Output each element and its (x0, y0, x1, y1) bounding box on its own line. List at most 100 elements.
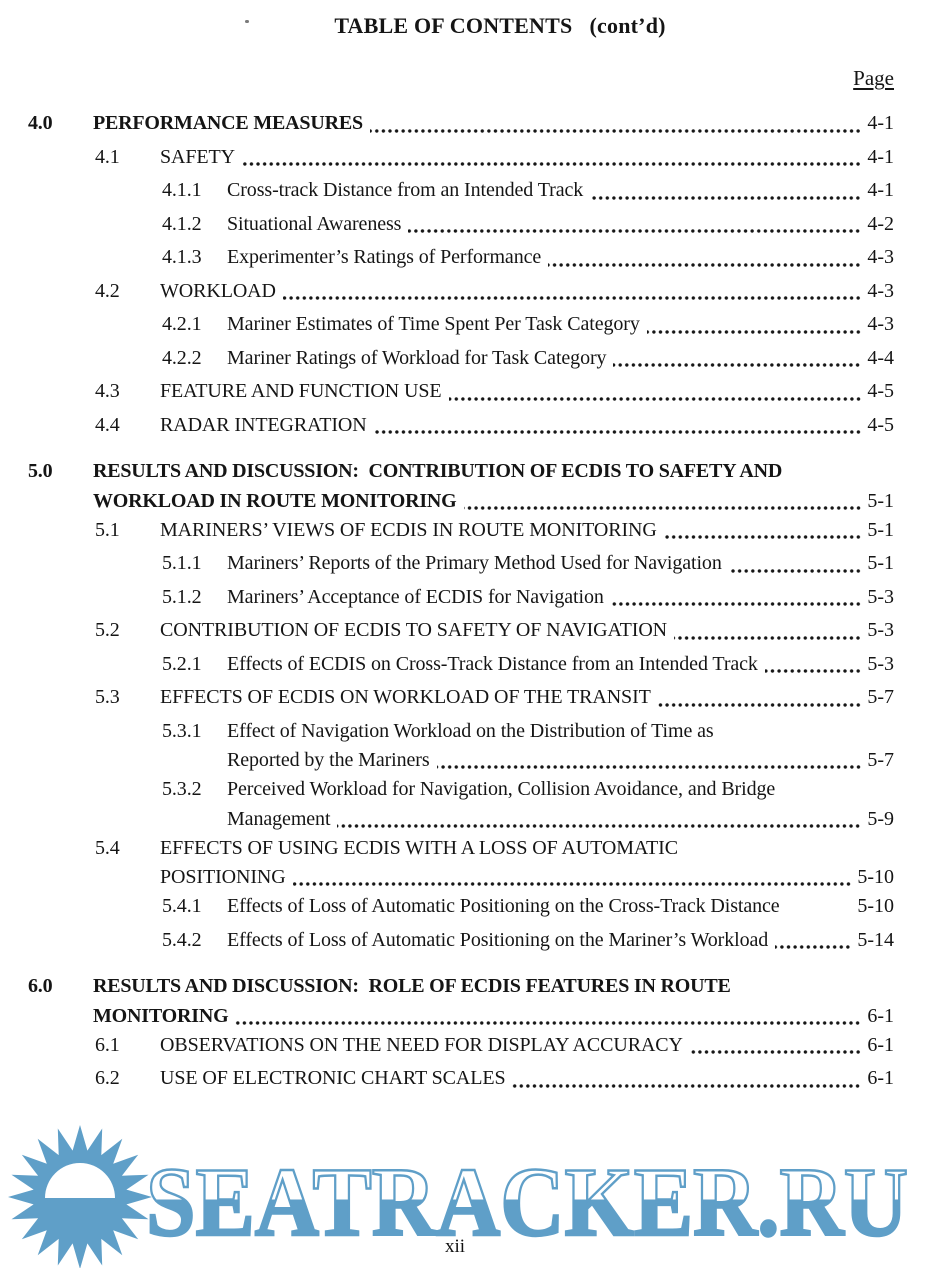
toc-entry-row: 4.1.3 Experimenter’s Ratings of Performan… (28, 241, 894, 275)
toc-entry-title: Mariner Estimates of Time Spent Per Task… (227, 313, 640, 335)
toc-entry-title: Effects of Loss of Automatic Positioning… (227, 928, 769, 951)
toc-entry-row: 5.3.1 Effect of Navigation Workload on th… (28, 715, 894, 749)
page-column-label: Page (853, 66, 894, 90)
toc-entry-page: 4-5 (867, 413, 894, 436)
watermark-text: SEATRACKER.RU (146, 1148, 908, 1257)
toc-leader-dots (292, 882, 852, 886)
toc-entry-page: 4-4 (867, 346, 894, 369)
toc-entry-row: 5.1.2 Mariners’ Acceptance of ECDIS for N… (28, 581, 894, 615)
toc-entry-row: Reported by the Mariners 5-7 (28, 748, 894, 773)
toc-entry-row: 5.2.1 Effects of ECDIS on Cross-Track Dis… (28, 648, 894, 682)
toc-entry-page: 5-3 (867, 652, 894, 675)
toc-entry-number: 4.4 (95, 413, 120, 436)
toc-entry-title: Mariner Ratings of Workload for Task Cat… (227, 346, 607, 369)
toc-entry-number: 4.2.2 (162, 346, 202, 369)
toc-entry-row: 6.2 USE OF ELECTRONIC CHART SCALES 6-1 (28, 1062, 894, 1096)
toc-entry-page: 4-2 (867, 212, 894, 235)
toc-leader-dots (463, 505, 862, 510)
toc-entry-number: 5.4.2 (162, 928, 202, 951)
toc-leader-dots (548, 262, 862, 267)
toc-entry-row: 4.3 FEATURE AND FUNCTION USE 4-5 (28, 375, 894, 409)
toc-leader-dots (369, 128, 862, 133)
toc-entry-row: 4.0 PERFORMANCE MEASURES 4-1 (28, 107, 894, 141)
page-column-header: Page (28, 66, 894, 91)
toc-entry-page: 5-3 (867, 619, 894, 641)
toc-entry-title: RESULTS AND DISCUSSION: ROLE OF ECDIS FE… (93, 975, 731, 997)
toc-entry-row: 5.1.1 Mariners’ Reports of the Primary Me… (28, 547, 894, 581)
toc-entry-title: RADAR INTEGRATION (160, 413, 367, 436)
toc-entry-title: Reported by the Mariners (227, 749, 430, 771)
toc-entry-title: Perceived Workload for Navigation, Colli… (227, 778, 776, 800)
toc-entry-title: Experimenter’s Ratings of Performance (227, 246, 542, 268)
toc-leader-dots (689, 1050, 862, 1054)
toc-entry-title: EFFECTS OF ECDIS ON WORKLOAD OF THE TRAN… (160, 686, 651, 708)
page-title: TABLE OF CONTENTS (cont’d) (334, 13, 666, 38)
document-page: TABLE OF CONTENTS (cont’d) Page 4.0 PERFO… (28, 0, 894, 1096)
toc-entry-number: 5.3.2 (162, 778, 202, 800)
toc-entry-number: 4.2.1 (162, 313, 202, 335)
toc-entry-number: 4.1.1 (162, 179, 202, 201)
toc-list: 4.0 PERFORMANCE MEASURES 4-1 4.1 SAFETY 4-1 4.… (28, 107, 894, 1096)
toc-entry-page: 4-1 (867, 112, 894, 134)
toc-entry-title: Cross-track Distance from an Intended Tr… (227, 179, 584, 201)
toc-leader-dots (448, 396, 862, 401)
watermark: SEATRACKER.RU (8, 1125, 909, 1268)
toc-leader-dots (512, 1083, 862, 1088)
toc-leader-dots (282, 296, 862, 300)
toc-entry-number: 5.4 (95, 836, 120, 859)
toc-entry-row: POSITIONING 5-10 (28, 865, 894, 890)
toc-leader-dots (646, 329, 862, 334)
toc-entry-row: 5.2 CONTRIBUTION OF ECDIS TO SAFETY OF NA… (28, 614, 894, 648)
toc-entry-title: Effects of Loss of Automatic Positioning… (227, 895, 780, 917)
toc-leader-dots (782, 920, 856, 924)
toc-entry-row: 4.1 SAFETY 4-1 (28, 141, 894, 175)
toc-entry-row: 4.2.1 Mariner Estimates of Time Spent Per… (28, 308, 894, 342)
toc-entry-number: 5.3.1 (162, 719, 202, 742)
scan-speck (245, 20, 249, 23)
toc-leader-dots (241, 162, 862, 166)
toc-entry-page: 5-14 (857, 928, 894, 951)
toc-entry-title: MONITORING (93, 1004, 229, 1027)
toc-entry-title: Mariners’ Acceptance of ECDIS for Naviga… (227, 585, 604, 608)
toc-entry-number: 5.3 (95, 686, 120, 708)
toc-entry-title: USE OF ELECTRONIC CHART SCALES (160, 1067, 506, 1089)
toc-entry-row: WORKLOAD IN ROUTE MONITORING 5-1 (28, 489, 894, 514)
toc-entry-page: 5-1 (867, 552, 894, 574)
toc-entry-title: Situational Awareness (227, 212, 402, 235)
toc-entry-number: 5.0 (28, 460, 53, 482)
toc-leader-dots (764, 669, 862, 673)
toc-entry-row: 4.2 WORKLOAD 4-3 (28, 275, 894, 309)
toc-entry-title: POSITIONING (160, 866, 286, 888)
toc-leader-dots (590, 195, 862, 200)
toc-entry-row: 4.4 RADAR INTEGRATION 4-5 (28, 409, 894, 443)
toc-entry-title: OBSERVATIONS ON THE NEED FOR DISPLAY ACC… (160, 1033, 683, 1056)
toc-entry-number: 5.1.2 (162, 585, 202, 608)
toc-entry-row: 6.1 OBSERVATIONS ON THE NEED FOR DISPLAY … (28, 1029, 894, 1063)
toc-entry-page: 4-3 (867, 246, 894, 268)
toc-entry-page: 5-7 (867, 686, 894, 708)
toc-entry-title: RESULTS AND DISCUSSION: CONTRIBUTION OF … (93, 460, 783, 482)
toc-entry-title: Effects of ECDIS on Cross-Track Distance… (227, 652, 758, 675)
toc-entry-title: Mariners’ Reports of the Primary Method … (227, 552, 722, 574)
toc-entry-number: 5.1.1 (162, 552, 202, 574)
toc-entry-title: MARINERS’ VIEWS OF ECDIS IN ROUTE MONITO… (160, 518, 657, 541)
toc-entry-row: 5.3 EFFECTS OF ECDIS ON WORKLOAD OF THE T… (28, 681, 894, 715)
toc-leader-dots (663, 535, 862, 539)
toc-entry-page: 5-7 (867, 749, 894, 771)
toc-entry-title: CONTRIBUTION OF ECDIS TO SAFETY OF NAVIG… (160, 619, 668, 641)
toc-entry-title: EFFECTS OF USING ECDIS WITH A LOSS OF AU… (160, 836, 678, 859)
toc-entry-page: 6-1 (867, 1033, 894, 1056)
toc-entry-page: 4-3 (867, 279, 894, 302)
toc-entry-row: 5.0 RESULTS AND DISCUSSION: CONTRIBUTION … (28, 455, 894, 489)
toc-entry-page: 5-9 (867, 807, 894, 830)
toc-entry-number: 6.0 (28, 975, 53, 997)
toc-entry-row: Management 5-9 (28, 807, 894, 832)
toc-leader-dots (235, 1020, 862, 1025)
toc-entry-title: Effect of Navigation Workload on the Dis… (227, 719, 714, 742)
toc-entry-page: 4-1 (867, 179, 894, 201)
toc-entry-row: 6.0 RESULTS AND DISCUSSION: ROLE OF ECDIS… (28, 970, 894, 1004)
toc-entry-number: 5.4.1 (162, 895, 202, 917)
toc-entry-title: WORKLOAD IN ROUTE MONITORING (93, 489, 457, 512)
toc-entry-number: 5.1 (95, 518, 120, 541)
toc-entry-row: 4.2.2 Mariner Ratings of Workload for Tas… (28, 342, 894, 376)
